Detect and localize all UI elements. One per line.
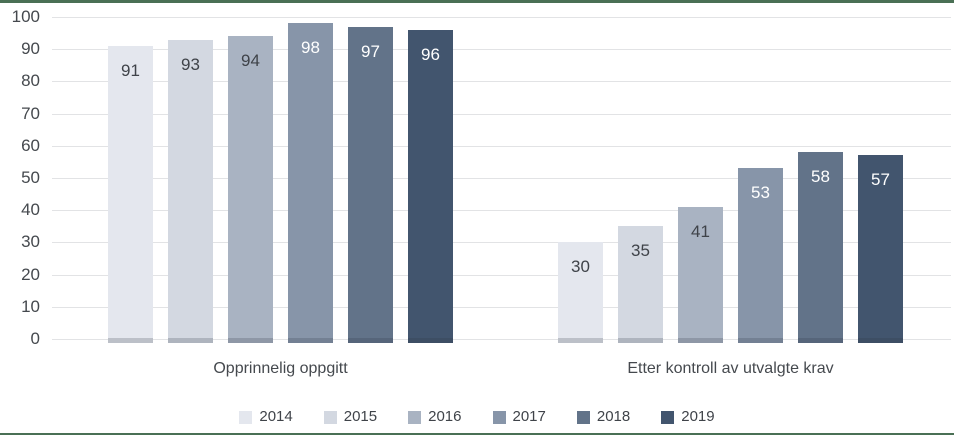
gridline bbox=[52, 307, 951, 308]
gridline bbox=[52, 178, 951, 179]
bar-value-label: 98 bbox=[301, 38, 320, 57]
y-axis-tick-label: 40 bbox=[21, 200, 40, 219]
bottom-accent-border bbox=[0, 433, 954, 435]
bar-value-label: 97 bbox=[361, 42, 380, 61]
category-label: Etter kontroll av utvalgte krav bbox=[627, 360, 834, 377]
bar-2019-group1[interactable]: 96 bbox=[408, 30, 453, 343]
bar-value-label: 41 bbox=[691, 222, 710, 241]
legend-swatch-icon bbox=[408, 410, 422, 424]
bar-value-label: 94 bbox=[241, 51, 260, 70]
bar-base-strip bbox=[798, 338, 843, 343]
bar-2017-group1[interactable]: 98 bbox=[288, 23, 333, 343]
bar-2015-group1[interactable]: 93 bbox=[168, 40, 213, 343]
legend-item-2015[interactable]: 2015 bbox=[323, 408, 378, 426]
legend-item-2017[interactable]: 2017 bbox=[492, 408, 546, 426]
gridline bbox=[52, 275, 951, 276]
gridline bbox=[52, 210, 951, 211]
y-axis-tick-label: 20 bbox=[21, 265, 40, 284]
gridline bbox=[52, 146, 951, 147]
gridline bbox=[52, 49, 951, 50]
bar-base-strip bbox=[738, 338, 783, 343]
bar-base-strip bbox=[558, 338, 603, 343]
bar-2018-group2[interactable]: 58 bbox=[798, 152, 843, 343]
bar-value-label: 96 bbox=[421, 45, 440, 64]
legend-item-2018[interactable]: 2018 bbox=[576, 408, 631, 426]
legend-label: 2015 bbox=[343, 408, 378, 425]
legend: 2014 2015 2016 2017 2018 2019 bbox=[0, 404, 954, 430]
legend-item-2016[interactable]: 2016 bbox=[408, 408, 462, 426]
gridline bbox=[52, 339, 951, 340]
bar-2018-group1[interactable]: 97 bbox=[348, 27, 393, 343]
y-axis-tick-label: 50 bbox=[21, 168, 40, 187]
y-axis-tick-label: 60 bbox=[21, 136, 40, 155]
y-axis-tick-label: 70 bbox=[21, 104, 40, 123]
category-label: Opprinnelig oppgitt bbox=[213, 360, 348, 377]
bar-2014-group2[interactable]: 30 bbox=[558, 242, 603, 343]
y-axis-tick-label: 0 bbox=[30, 329, 40, 348]
bar-base-strip bbox=[288, 338, 333, 343]
bar-2014-group1[interactable]: 91 bbox=[108, 46, 153, 343]
legend-swatch-icon bbox=[239, 410, 253, 424]
legend-label: 2018 bbox=[596, 408, 631, 425]
bar-base-strip bbox=[348, 338, 393, 343]
bar-value-label: 91 bbox=[121, 61, 140, 80]
y-axis-tick-label: 10 bbox=[21, 297, 40, 316]
top-accent-border bbox=[0, 0, 954, 3]
bar-value-label: 57 bbox=[871, 170, 890, 189]
legend-swatch-icon bbox=[661, 410, 675, 424]
gridline bbox=[52, 81, 951, 82]
bar-base-strip bbox=[108, 338, 153, 343]
bar-value-label: 58 bbox=[811, 167, 830, 186]
bar-value-label: 30 bbox=[571, 257, 590, 276]
bar-base-strip bbox=[858, 338, 903, 343]
gridline bbox=[52, 17, 951, 18]
bar-value-label: 53 bbox=[751, 183, 770, 202]
y-axis-tick-label: 100 bbox=[11, 7, 40, 26]
legend-swatch-icon bbox=[492, 410, 506, 424]
bar-base-strip bbox=[228, 338, 273, 343]
y-axis-tick-label: 30 bbox=[21, 232, 40, 251]
bar-value-label: 35 bbox=[631, 241, 650, 260]
y-axis-tick-label: 90 bbox=[21, 39, 40, 58]
bar-2019-group2[interactable]: 57 bbox=[858, 155, 903, 343]
bar-base-strip bbox=[678, 338, 723, 343]
legend-label: 2017 bbox=[512, 408, 546, 425]
legend-label: 2019 bbox=[681, 408, 715, 425]
legend-swatch-icon bbox=[323, 410, 337, 424]
bar-2016-group1[interactable]: 94 bbox=[228, 36, 273, 343]
bar-base-strip bbox=[168, 338, 213, 343]
gridline bbox=[52, 242, 951, 243]
bar-2015-group2[interactable]: 35 bbox=[618, 226, 663, 343]
legend-label: 2016 bbox=[428, 408, 462, 425]
bar-2017-group2[interactable]: 53 bbox=[738, 168, 783, 343]
y-axis-tick-label: 80 bbox=[21, 71, 40, 90]
bar-2016-group2[interactable]: 41 bbox=[678, 207, 723, 343]
legend-item-2019[interactable]: 2019 bbox=[661, 408, 715, 426]
legend-item-2014[interactable]: 2014 bbox=[239, 408, 293, 426]
legend-label: 2014 bbox=[259, 408, 293, 425]
legend-swatch-icon bbox=[576, 410, 590, 424]
gridline bbox=[52, 114, 951, 115]
bar-base-strip bbox=[408, 338, 453, 343]
bar-value-label: 93 bbox=[181, 55, 200, 74]
bar-base-strip bbox=[618, 338, 663, 343]
